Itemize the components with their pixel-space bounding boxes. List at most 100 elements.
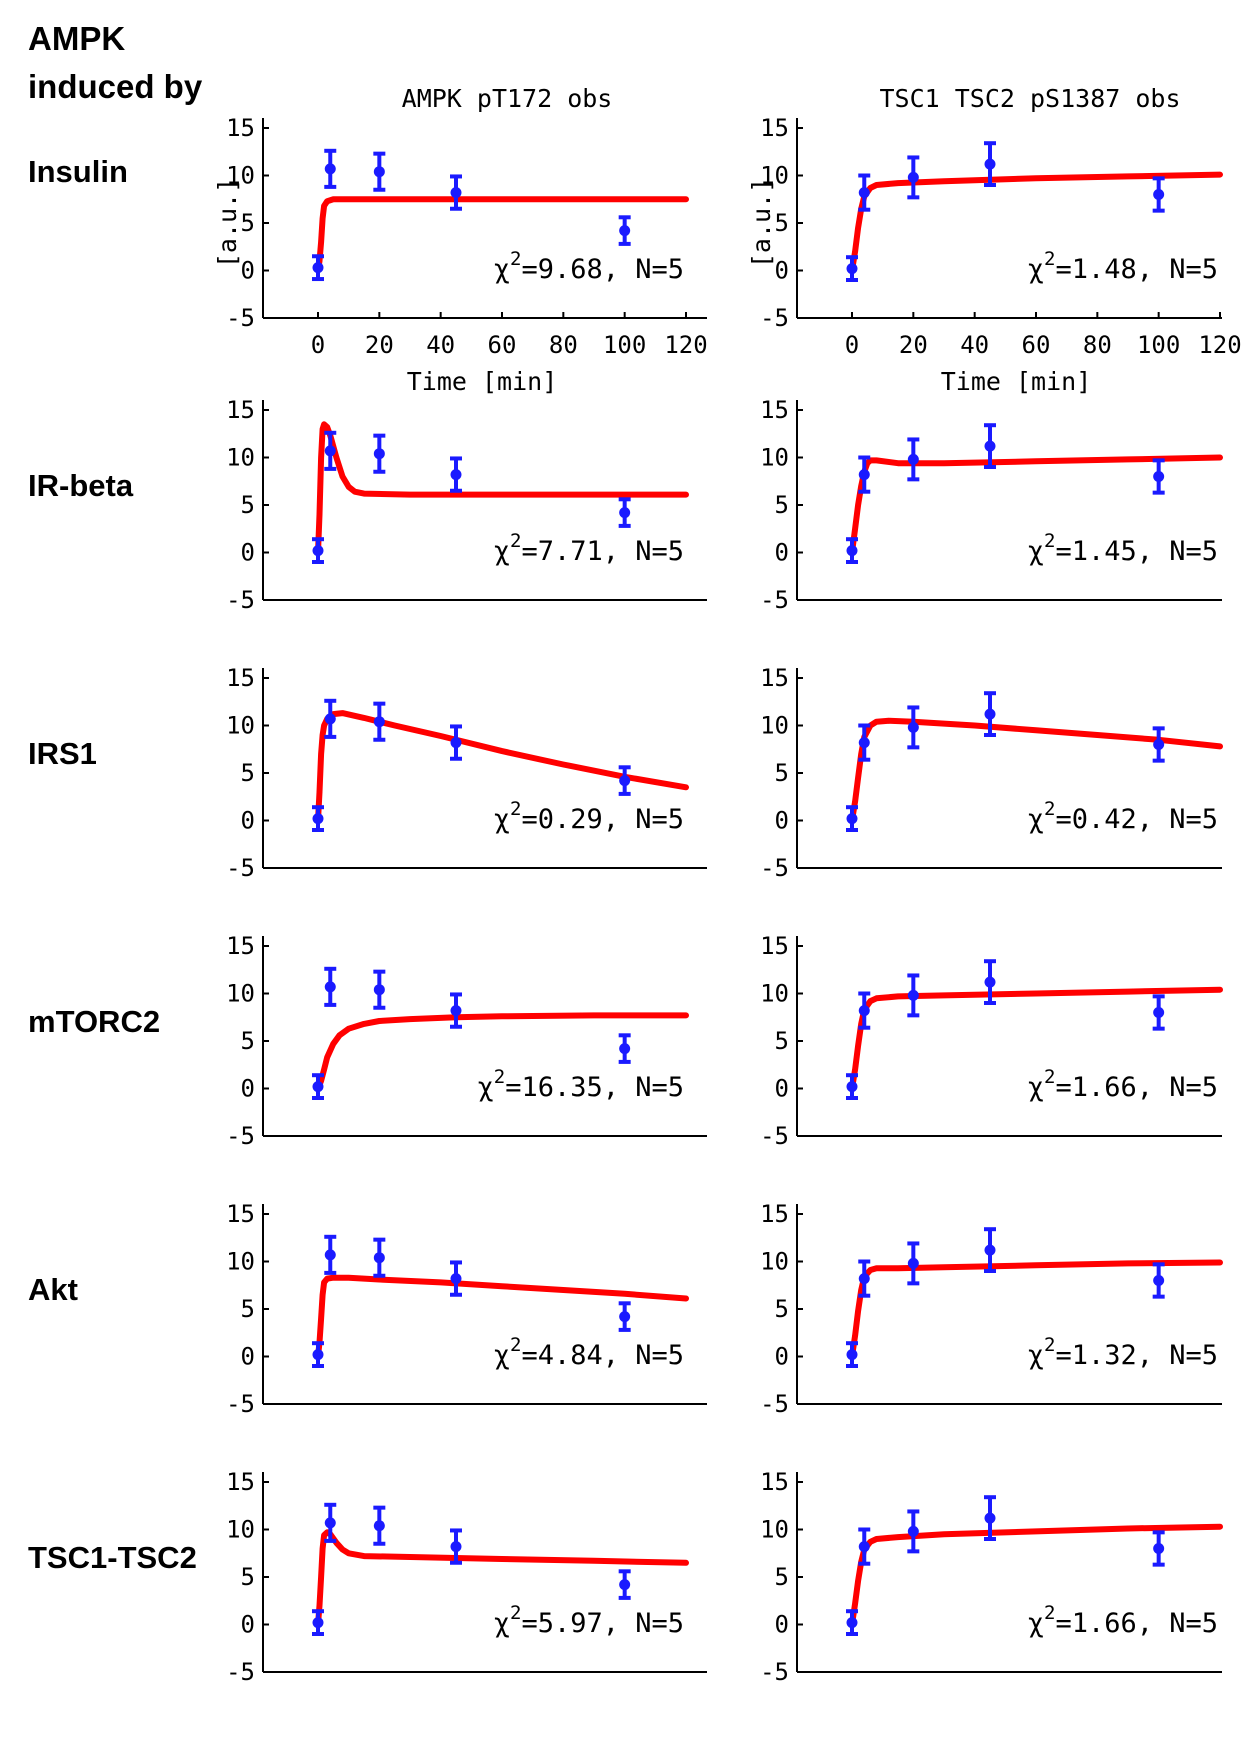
data-marker	[373, 1252, 385, 1264]
data-point	[324, 430, 337, 471]
data-point	[373, 1505, 386, 1546]
x-tick-label: 120	[1198, 331, 1241, 359]
y-tick-label: 15	[760, 396, 789, 424]
data-marker	[984, 1244, 996, 1256]
y-tick-label: -5	[760, 586, 789, 614]
panel-5-2: -5 0 5 10 15 χ2=1.32, N=5	[760, 1200, 1223, 1418]
y-tick-label: 5	[241, 1295, 255, 1323]
data-point	[846, 1073, 858, 1100]
chi-square-annotation: χ2=4.84, N=5	[494, 1334, 684, 1371]
model-curve	[849, 986, 1223, 1092]
data-marker	[324, 1517, 336, 1529]
y-tick-label: 15	[226, 932, 255, 960]
x-tick-label: 100	[603, 331, 646, 359]
y-tick-label: 0	[241, 257, 255, 285]
panel-6-2: -5 0 5 10 15 χ2=1.66, N=5	[760, 1468, 1223, 1686]
data-point	[907, 705, 920, 750]
data-point	[450, 1260, 462, 1297]
data-marker	[1153, 1543, 1165, 1554]
y-tick-label: 15	[760, 1200, 789, 1228]
y-tick-label: -5	[760, 1390, 789, 1418]
data-point	[373, 433, 386, 474]
data-point	[312, 254, 324, 282]
chi-square-annotation: χ2=5.97, N=5	[494, 1602, 684, 1639]
data-marker	[984, 440, 996, 452]
data-point	[846, 537, 858, 564]
data-marker	[984, 1512, 996, 1524]
data-marker	[450, 1541, 462, 1553]
panel-3-1: -5 0 5 10 15 χ2=0.29, N=5	[226, 664, 707, 882]
y-tick-label: 10	[760, 712, 789, 740]
y-tick-label: 0	[241, 807, 255, 835]
chi-square-annotation: χ2=1.32, N=5	[1028, 1334, 1218, 1371]
data-marker	[324, 1249, 336, 1261]
y-tick-label: 0	[775, 1075, 789, 1103]
y-tick-label: 15	[760, 1468, 789, 1496]
data-marker	[858, 469, 870, 481]
x-tick-label: 60	[488, 331, 517, 359]
data-point	[450, 724, 462, 761]
chi-square-annotation: χ2=1.48, N=5	[1028, 248, 1218, 285]
data-marker	[450, 469, 462, 481]
data-point	[907, 1509, 920, 1554]
data-marker	[858, 187, 870, 199]
model-curve	[315, 1274, 689, 1360]
chi-square-annotation: χ2=7.71, N=5	[494, 530, 684, 567]
y-tick-label: 15	[226, 664, 255, 692]
data-marker	[312, 1349, 324, 1361]
data-marker	[984, 976, 996, 988]
data-point	[907, 1241, 920, 1286]
data-point	[846, 1609, 858, 1636]
y-tick-label: 5	[241, 209, 255, 237]
data-marker	[450, 737, 462, 749]
data-marker	[1153, 1007, 1165, 1018]
data-point	[984, 691, 996, 737]
y-tick-label: 10	[226, 444, 255, 472]
data-marker	[373, 716, 385, 728]
data-point	[618, 497, 631, 528]
data-point	[984, 959, 996, 1005]
y-tick-label: 5	[775, 759, 789, 787]
row-label-ir-beta: IR-beta	[28, 468, 134, 503]
y-tick-label: 5	[241, 1027, 255, 1055]
y-tick-label: 0	[775, 807, 789, 835]
chi-square-annotation: χ2=1.45, N=5	[1028, 530, 1218, 567]
column-title-tsc: TSC1 TSC2 pS1387 obs	[879, 84, 1180, 113]
data-marker	[858, 1273, 870, 1285]
data-point	[858, 991, 871, 1030]
y-tick-label: 5	[241, 491, 255, 519]
panel-1-2: -5 0 5 10 15 0 20 40 60 80 100 120 Time [min] [a.u.] χ…	[747, 114, 1242, 396]
data-point	[858, 173, 871, 212]
y-tick-label: 15	[760, 114, 789, 142]
model-curve	[315, 196, 689, 274]
data-point	[312, 805, 324, 832]
data-point	[858, 1527, 871, 1566]
data-marker	[619, 1311, 631, 1323]
data-point	[450, 1528, 462, 1565]
data-point	[1152, 726, 1165, 763]
x-tick-label: 80	[1083, 331, 1112, 359]
panel-6-1: -5 0 5 10 15 χ2=5.97, N=5	[226, 1468, 707, 1686]
chi-square-annotation: χ2=16.35, N=5	[477, 1066, 684, 1103]
y-tick-label: 5	[241, 759, 255, 787]
chi-square-annotation: χ2=0.42, N=5	[1028, 798, 1218, 835]
x-tick-label: 20	[365, 331, 394, 359]
data-marker	[324, 981, 336, 993]
row-label-insulin: Insulin	[28, 154, 128, 189]
model-curve	[849, 171, 1223, 274]
data-point	[618, 1033, 631, 1064]
data-marker	[373, 1520, 385, 1532]
data-point	[373, 1237, 386, 1278]
y-tick-label: -5	[226, 854, 255, 882]
data-point	[312, 537, 324, 564]
panel-1-1: -5 0 5 10 15 0 20 40 60 80 100 120 Time [min] [a.u.] χ…	[213, 114, 708, 396]
data-marker	[312, 813, 324, 825]
model-curve	[849, 1523, 1223, 1628]
data-marker	[312, 1081, 324, 1093]
model-curve	[315, 1529, 689, 1628]
y-tick-label: -5	[226, 1390, 255, 1418]
data-marker	[907, 989, 919, 1001]
data-marker	[846, 263, 858, 275]
